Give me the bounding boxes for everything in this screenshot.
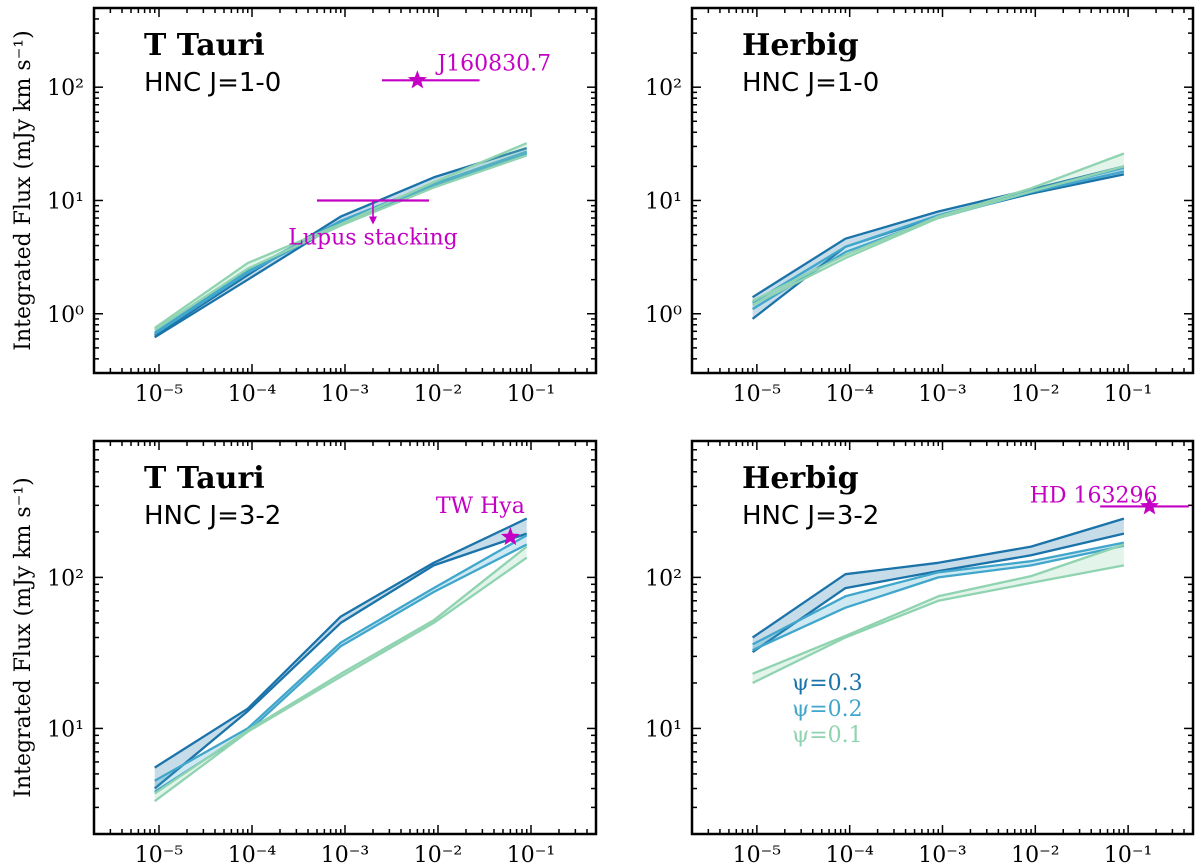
x-tick-label: 10⁻³ <box>321 382 369 407</box>
series-line-low-psi3 <box>153 532 528 790</box>
x-tick-label: 10⁻² <box>414 382 462 407</box>
panel-subtitle: HNC J=3-2 <box>742 501 879 531</box>
panel-herbig_32: 10⁻⁵ 10⁻⁴ 10⁻³ 10⁻² 10⁻¹ 10¹ 10² Herbig HNC J=3-… <box>645 439 1195 867</box>
observation-label: TW Hya <box>436 494 525 519</box>
x-tick-label: 10⁻⁵ <box>135 843 183 867</box>
star-marker <box>1140 496 1159 515</box>
x-tick-label: 10⁻⁴ <box>825 843 874 867</box>
observation-tw-hya: TW Hya <box>436 494 525 546</box>
y-tick-label: 10¹ <box>645 189 682 214</box>
star-marker <box>500 527 520 546</box>
series-band-psi2 <box>752 167 1124 310</box>
panel-title: T Tauri <box>144 461 265 496</box>
x-tick-label: 10⁻² <box>414 843 462 867</box>
series-band-psi1 <box>752 153 1124 305</box>
series-line-low-psi1 <box>752 165 1125 306</box>
x-tick-label: 10⁻² <box>1011 843 1059 867</box>
panel-herbig_10: 10⁻⁵ 10⁻⁴ 10⁻³ 10⁻² 10⁻¹ 10⁰ 10¹ 10² Herbig HNC J… <box>645 6 1195 407</box>
legend-entry: ψ=0.2 <box>792 697 863 722</box>
panel-title: Herbig <box>742 28 859 63</box>
plot-area <box>153 517 528 803</box>
axes-frame <box>92 439 598 836</box>
panel-title: T Tauri <box>144 28 265 63</box>
x-tick-label: 10⁻² <box>1011 382 1059 407</box>
y-tick-label: 10² <box>47 566 84 591</box>
y-tick-label: 10² <box>645 76 682 101</box>
x-tick-label: 10⁻⁴ <box>825 382 874 407</box>
series-band-psi2 <box>154 535 527 792</box>
y-tick-label: 10¹ <box>645 717 682 742</box>
series-band-psi3 <box>752 166 1124 319</box>
panel-ttauri_32: 10⁻⁵ 10⁻⁴ 10⁻³ 10⁻² 10⁻¹ 10¹ 10² T Tauri HNC J=3… <box>11 439 598 867</box>
legend-entry: ψ=0.3 <box>792 671 863 696</box>
legend: ψ=0.3ψ=0.2ψ=0.1 <box>792 671 863 748</box>
series-line-low-psi1 <box>154 154 528 331</box>
series-line-high-psi2 <box>154 150 528 334</box>
plot-area <box>751 517 1125 685</box>
observation-label: J160830.7 <box>435 51 551 76</box>
x-tick-label: 10⁻⁵ <box>733 843 781 867</box>
series-line-high-psi3 <box>154 147 528 337</box>
axes-frame <box>690 6 1195 375</box>
x-tick-label: 10⁻⁴ <box>228 843 277 867</box>
panel-subtitle: HNC J=1-0 <box>144 68 281 98</box>
observation-j160830-7: J160830.7 <box>382 51 551 89</box>
x-tick-label: 10⁻¹ <box>1104 843 1152 867</box>
series-line-high-psi1 <box>154 545 528 795</box>
series-band-psi1 <box>752 544 1124 683</box>
panel-title: Herbig <box>742 461 859 496</box>
observation-hd-163296: HD 163296 <box>1030 483 1189 515</box>
x-tick-label: 10⁻¹ <box>1104 382 1152 407</box>
legend-entry: ψ=0.1 <box>792 723 863 748</box>
x-tick-label: 10⁻¹ <box>507 843 555 867</box>
axes-frame <box>690 439 1195 836</box>
series-line-low-psi2 <box>751 170 1125 311</box>
series-line-high-psi2 <box>154 534 528 782</box>
series-line-high-psi1 <box>154 142 528 329</box>
series-line-high-psi3 <box>154 517 528 769</box>
y-tick-label: 10⁰ <box>47 303 84 328</box>
plot-area <box>751 152 1125 320</box>
series-line-high-psi1 <box>752 543 1125 675</box>
series-line-high-psi2 <box>752 541 1125 646</box>
observation-label: Lupus stacking <box>288 225 458 250</box>
x-tick-label: 10⁻⁴ <box>228 382 277 407</box>
y-axis-label: Integrated Flux (mJy km s⁻¹) <box>11 30 36 350</box>
y-tick-label: 10² <box>645 566 682 591</box>
series-band-psi3 <box>154 518 527 789</box>
x-tick-label: 10⁻¹ <box>507 382 555 407</box>
series-line-high-psi2 <box>752 166 1125 304</box>
x-tick-label: 10⁻³ <box>918 382 966 407</box>
series-line-high-psi3 <box>751 165 1125 299</box>
axes-frame <box>92 6 598 375</box>
star-marker <box>407 70 427 89</box>
series-line-low-psi1 <box>154 556 528 803</box>
series-line-low-psi3 <box>751 532 1125 654</box>
x-tick-label: 10⁻⁵ <box>733 382 781 407</box>
panel-subtitle: HNC J=3-2 <box>144 501 281 531</box>
x-tick-label: 10⁻⁵ <box>135 382 183 407</box>
y-tick-label: 10¹ <box>47 717 84 742</box>
plot-area <box>154 142 528 339</box>
observation-lupus-stacking: Lupus stacking <box>288 199 458 250</box>
series-line-high-psi3 <box>751 517 1125 639</box>
x-tick-label: 10⁻³ <box>918 843 966 867</box>
series-band-psi1 <box>154 143 527 330</box>
panel-subtitle: HNC J=1-0 <box>742 68 879 98</box>
panel-ttauri_10: 10⁻⁵ 10⁻⁴ 10⁻³ 10⁻² 10⁻¹ 10⁰ 10¹ 10² T Tauri HNC … <box>11 6 598 407</box>
upper-limit-arrowhead <box>368 216 377 225</box>
y-tick-label: 10¹ <box>47 189 84 214</box>
series-line-low-psi1 <box>752 564 1125 685</box>
y-axis-label: Integrated Flux (mJy km s⁻¹) <box>11 477 36 797</box>
series-line-low-psi2 <box>752 544 1125 652</box>
series-band-psi3 <box>752 518 1124 653</box>
x-tick-label: 10⁻³ <box>321 843 369 867</box>
observation-label: HD 163296 <box>1030 483 1158 508</box>
series-line-low-psi3 <box>751 173 1125 320</box>
series-line-high-psi1 <box>752 152 1125 302</box>
y-tick-label: 10⁰ <box>645 303 682 328</box>
y-tick-label: 10² <box>47 76 84 101</box>
